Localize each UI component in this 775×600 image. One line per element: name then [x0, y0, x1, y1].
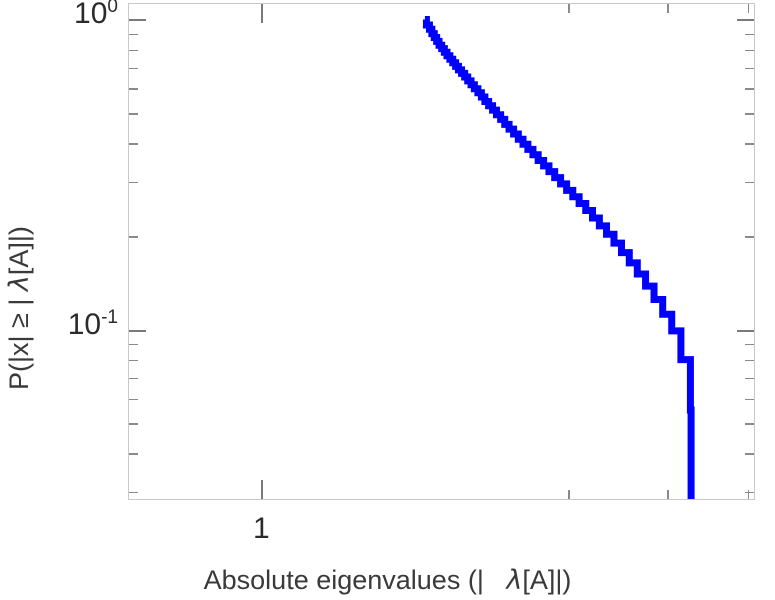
y-minor-tick-6 — [129, 181, 138, 184]
y-minor-tick-1 — [129, 49, 138, 52]
x-minor-tick-1 — [667, 490, 669, 499]
y-minor-tick-r-1 — [745, 49, 754, 52]
y-minor-tick-r-10 — [745, 377, 754, 380]
y-minor-tick-12 — [129, 423, 138, 425]
x-title-prefix: Absolute eigenvalues (| — [203, 565, 507, 595]
y-axis-title: P(|x| ≥ | λ[A]|) — [4, 226, 35, 390]
y-minor-tick-4 — [129, 113, 138, 115]
y-minor-tick-7 — [129, 236, 138, 238]
y-minor-tick-r-11 — [745, 398, 754, 401]
x-title-suffix: [A]|) — [522, 565, 572, 595]
y-minor-tick-0 — [129, 33, 138, 36]
y-major-tick-r-1 — [737, 329, 754, 332]
x-major-tick-0 — [261, 480, 264, 499]
y-minor-tick-2 — [129, 67, 138, 70]
y-minor-tick-r-3 — [745, 88, 754, 90]
y-minor-tick-13 — [129, 453, 138, 455]
x-major-tick-t-0 — [261, 4, 264, 23]
y-minor-tick-r-8 — [745, 343, 754, 346]
y-major-tick-r-0 — [737, 19, 754, 22]
y-tick-label-1e0: 100 — [74, 0, 118, 31]
y-minor-tick-8 — [129, 343, 138, 346]
y-minor-tick-9 — [129, 359, 138, 362]
plot-frame — [128, 3, 755, 500]
y-minor-tick-r-5 — [745, 143, 754, 145]
y-tick-label-1e-1: 10-1 — [67, 306, 118, 341]
y-minor-tick-r-2 — [745, 67, 754, 70]
y-minor-tick-11 — [129, 398, 138, 401]
x-minor-tick-2 — [747, 490, 750, 499]
x-minor-tick-0 — [568, 490, 570, 499]
y-title-suffix: [A]|) — [4, 226, 34, 276]
y-minor-tick-10 — [129, 377, 138, 380]
y-minor-tick-r-6 — [745, 181, 754, 184]
y-major-tick-1 — [129, 329, 146, 332]
y-minor-tick-r-13 — [745, 453, 754, 455]
y-major-tick-0 — [129, 19, 146, 22]
y-minor-tick-14 — [129, 491, 138, 494]
x-minor-tick-t-0 — [568, 4, 570, 13]
x-tick-label-1: 1 — [252, 512, 270, 545]
x-minor-tick-t-2 — [747, 4, 750, 13]
y-minor-tick-r-9 — [745, 359, 754, 362]
y-minor-tick-r-12 — [745, 423, 754, 425]
y-title-lambda-symbol: λ — [4, 275, 35, 292]
y-minor-tick-r-4 — [745, 113, 754, 115]
y-minor-tick-r-7 — [745, 236, 754, 238]
x-axis-title: Absolute eigenvalues (| λ[A]|) — [0, 565, 775, 596]
y-title-prefix: P(|x| ≥ | — [4, 291, 34, 390]
y-minor-tick-5 — [129, 143, 138, 145]
x-minor-tick-t-1 — [667, 4, 669, 13]
x-title-lambda-symbol: λ — [506, 565, 523, 596]
y-minor-tick-3 — [129, 88, 138, 90]
y-minor-tick-r-0 — [745, 33, 754, 36]
y-minor-tick-r-14 — [745, 491, 754, 494]
